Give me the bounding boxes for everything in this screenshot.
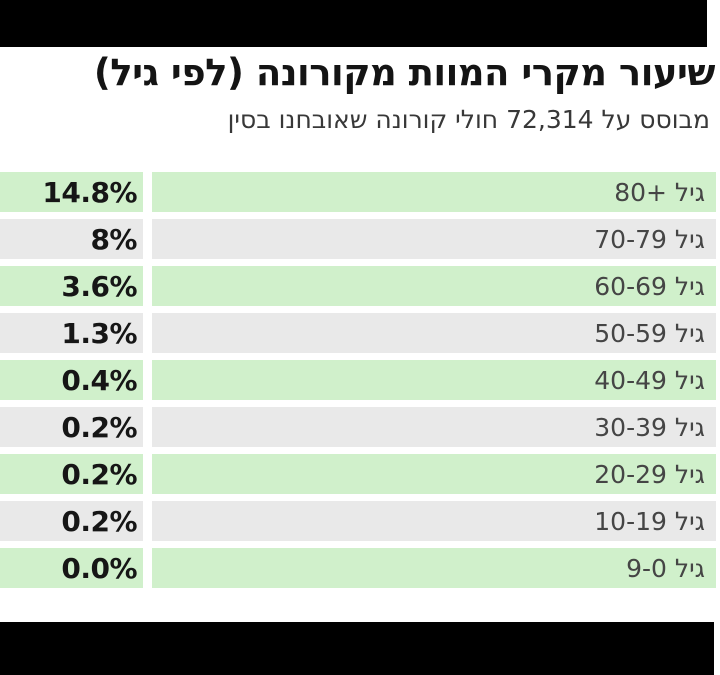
death-rate-value: 0.4% <box>61 363 137 397</box>
column-divider <box>143 407 152 447</box>
death-rate-value: 8% <box>90 222 137 256</box>
page-subtitle: מבוסס על 72,314 חולי קורונה שאובחנו בסין <box>227 105 710 134</box>
table-row: 1.3% גיל 50-59 <box>0 313 716 353</box>
value-cell: 0.4% <box>0 360 143 400</box>
death-rate-value: 1.3% <box>61 316 137 350</box>
value-cell: 3.6% <box>0 266 143 306</box>
age-label-cell: גיל 70-79 <box>152 219 716 259</box>
age-label-cell: גיל +80 <box>152 172 716 212</box>
age-group-label: גיל 30-39 <box>594 412 705 442</box>
age-label-cell: גיל 60-69 <box>152 266 716 306</box>
table-row: 0.0% גיל 9-0 <box>0 548 716 588</box>
death-rate-value: 3.6% <box>61 269 137 303</box>
age-group-label: גיל +80 <box>614 177 705 207</box>
table-row: 3.6% גיל 60-69 <box>0 266 716 306</box>
death-rate-value: 0.2% <box>61 457 137 491</box>
age-label-cell: גיל 9-0 <box>152 548 716 588</box>
table-row: 0.2% גיל 30-39 <box>0 407 716 447</box>
column-divider <box>143 219 152 259</box>
value-cell: 1.3% <box>0 313 143 353</box>
table-row: 8% גיל 70-79 <box>0 219 716 259</box>
column-divider <box>143 501 152 541</box>
column-divider <box>143 172 152 212</box>
value-cell: 8% <box>0 219 143 259</box>
age-label-cell: גיל 20-29 <box>152 454 716 494</box>
table-row: 0.4% גיל 40-49 <box>0 360 716 400</box>
table-row: 0.2% גיל 20-29 <box>0 454 716 494</box>
age-group-label: גיל 40-49 <box>594 365 705 395</box>
column-divider <box>143 360 152 400</box>
age-group-label: גיל 20-29 <box>594 459 705 489</box>
value-cell: 14.8% <box>0 172 143 212</box>
age-label-cell: גיל 50-59 <box>152 313 716 353</box>
table-row: 0.2% גיל 10-19 <box>0 501 716 541</box>
age-group-label: גיל 70-79 <box>594 224 705 254</box>
age-label-cell: גיל 40-49 <box>152 360 716 400</box>
column-divider <box>143 266 152 306</box>
bottom-letterbox-bar <box>0 622 714 675</box>
age-label-cell: גיל 10-19 <box>152 501 716 541</box>
age-group-label: גיל 10-19 <box>594 506 705 536</box>
age-group-label: גיל 50-59 <box>594 318 705 348</box>
value-cell: 0.2% <box>0 454 143 494</box>
age-group-label: גיל 9-0 <box>626 553 705 583</box>
age-group-label: גיל 60-69 <box>594 271 705 301</box>
value-cell: 0.0% <box>0 548 143 588</box>
death-rate-value: 0.0% <box>61 551 137 585</box>
death-rate-table: 14.8% גיל +80 8% גיל 70-79 3.6% גיל 60-6… <box>0 172 716 588</box>
value-cell: 0.2% <box>0 407 143 447</box>
age-label-cell: גיל 30-39 <box>152 407 716 447</box>
top-letterbox-bar <box>0 0 707 47</box>
death-rate-value: 0.2% <box>61 504 137 538</box>
death-rate-value: 0.2% <box>61 410 137 444</box>
value-cell: 0.2% <box>0 501 143 541</box>
page-title: שיעור מקרי המוות מקורונה (לפי גיל) <box>93 51 716 94</box>
table-row: 14.8% גיל +80 <box>0 172 716 212</box>
column-divider <box>143 313 152 353</box>
death-rate-value: 14.8% <box>42 175 137 209</box>
column-divider <box>143 548 152 588</box>
column-divider <box>143 454 152 494</box>
